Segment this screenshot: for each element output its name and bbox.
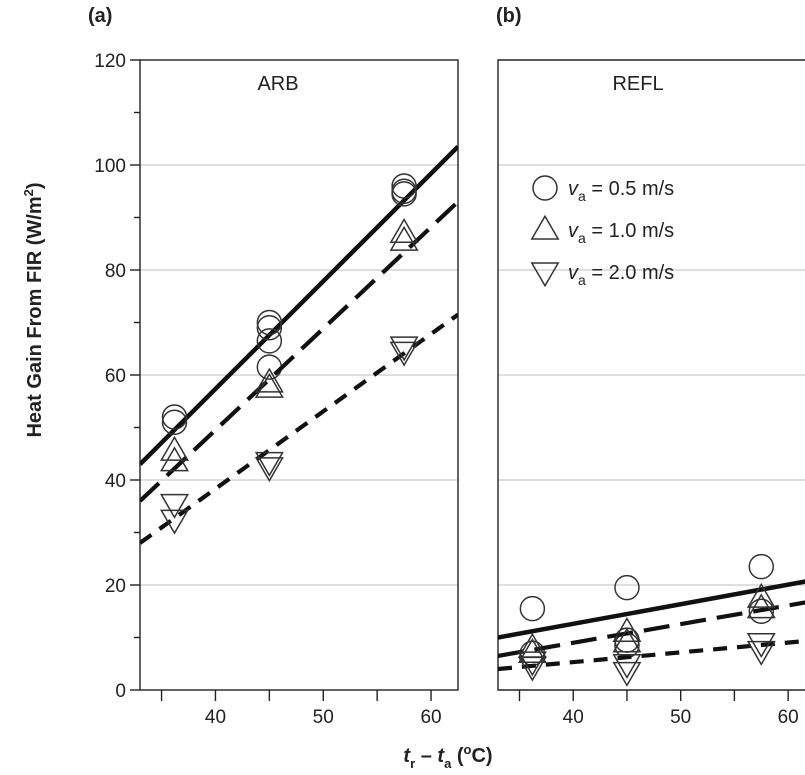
legend-marker-triangle-down bbox=[530, 262, 560, 288]
data-point-triangle-up bbox=[254, 367, 284, 393]
y-tick-label: 40 bbox=[105, 471, 126, 492]
data-point-circle bbox=[256, 309, 283, 336]
data-point-circle bbox=[748, 553, 775, 580]
plot-frame bbox=[497, 59, 805, 691]
x-tick-label: 60 bbox=[778, 707, 799, 728]
legend: va = 0.5 m/s va = 1.0 m/s va = 2.0 m/s bbox=[530, 175, 674, 288]
x-tick-label: 50 bbox=[670, 707, 691, 728]
fit-line-circle bbox=[498, 579, 805, 640]
data-point-triangle-down bbox=[517, 656, 547, 682]
data-point-triangle-up bbox=[746, 593, 776, 619]
data-point-triangle-down bbox=[159, 493, 189, 519]
y-tick-label: 80 bbox=[105, 261, 126, 282]
data-point-triangle-up bbox=[389, 225, 419, 251]
data-point-circle bbox=[391, 181, 417, 207]
y-tick-label: 20 bbox=[105, 576, 126, 597]
data-point-triangle-down bbox=[612, 654, 642, 680]
data-point-triangle-down bbox=[746, 633, 776, 659]
y-tick-label: 120 bbox=[94, 51, 126, 72]
legend-marker-circle bbox=[532, 175, 558, 201]
data-point-triangle-up bbox=[517, 637, 547, 663]
data-point-triangle-down bbox=[159, 509, 189, 535]
y-tick-label: 100 bbox=[94, 156, 126, 177]
data-point-triangle-up bbox=[612, 616, 642, 642]
legend-entry-label: va = 0.5 m/s bbox=[568, 178, 674, 204]
data-point-triangle-up bbox=[254, 372, 284, 398]
x-axis-label: tr – ta (oC) bbox=[403, 742, 492, 771]
data-point-circle bbox=[614, 574, 640, 601]
data-point-triangle-up bbox=[159, 446, 189, 472]
x-tick-label: 50 bbox=[313, 707, 334, 728]
panel-label: (a) bbox=[88, 5, 112, 27]
data-point-triangle-up bbox=[159, 435, 189, 461]
fit-line-circle bbox=[140, 145, 458, 466]
fit-line-triangle-up bbox=[498, 600, 805, 658]
data-point-triangle-down bbox=[254, 451, 284, 477]
data-point-triangle-down bbox=[389, 341, 419, 367]
fit-line-triangle-down bbox=[140, 312, 458, 545]
data-point-circle bbox=[748, 598, 775, 624]
data-point-circle bbox=[161, 404, 188, 430]
data-point-circle bbox=[519, 595, 546, 622]
legend-entry-label: va = 2.0 m/s bbox=[568, 262, 674, 288]
legend-entry-label: va = 1.0 m/s bbox=[568, 220, 674, 246]
data-point-triangle-down bbox=[746, 640, 776, 666]
x-tick-label: 60 bbox=[420, 707, 441, 728]
panel-a: 40 50 60 0 20 40 60 80 100 120 (a) ARB bbox=[88, 5, 459, 728]
data-point-triangle-down bbox=[517, 651, 547, 677]
panel-label: (b) bbox=[496, 5, 522, 27]
x-tick-label: 40 bbox=[205, 707, 226, 728]
panel-title: ARB bbox=[257, 73, 298, 95]
y-tick-label: 60 bbox=[105, 366, 126, 387]
fit-line-triangle-up bbox=[140, 200, 458, 503]
plot-area bbox=[140, 145, 458, 545]
data-point-triangle-down bbox=[389, 336, 419, 362]
data-point-triangle-down bbox=[254, 457, 284, 483]
data-point-triangle-up bbox=[612, 627, 642, 653]
data-point-circle bbox=[256, 328, 283, 354]
y-tick-label: 0 bbox=[115, 681, 126, 702]
data-point-circle bbox=[256, 315, 283, 341]
data-point-circle bbox=[391, 173, 417, 199]
plot-area bbox=[498, 553, 805, 687]
y-axis-label-superscript: 2 bbox=[21, 189, 36, 196]
x-tick-label: 40 bbox=[563, 707, 584, 728]
panel-title: REFL bbox=[612, 73, 663, 95]
data-point-triangle-down bbox=[612, 661, 642, 687]
fit-line-triangle-down bbox=[498, 638, 805, 672]
data-point-circle bbox=[161, 409, 188, 435]
legend-marker-triangle-up bbox=[530, 214, 560, 240]
y-axis-label: Heat Gain From FIR (W/m2) bbox=[21, 182, 46, 437]
data-point-triangle-up bbox=[746, 582, 776, 608]
data-point-triangle-up bbox=[389, 217, 419, 243]
